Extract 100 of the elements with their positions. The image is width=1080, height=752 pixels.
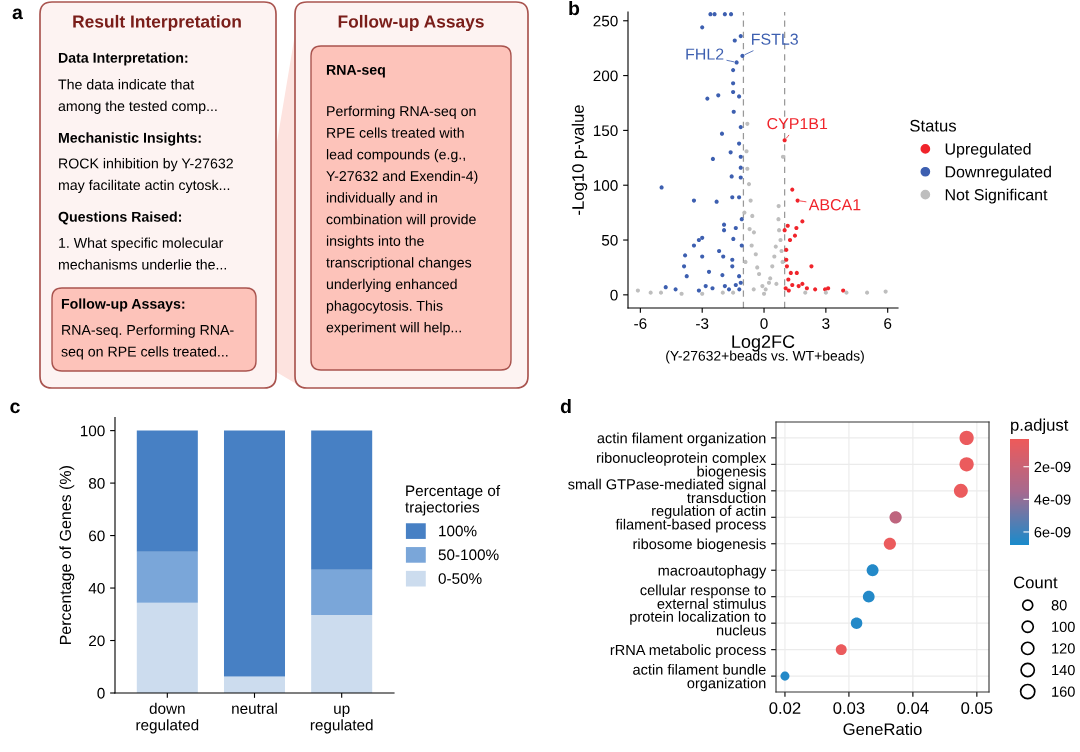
point [731,81,736,86]
text: Questions Raised: [58,211,182,225]
bar [311,615,373,693]
point [738,175,743,180]
point [728,150,733,155]
text: Follow-up Assays [338,14,484,32]
annotation: FHL2 [686,48,724,60]
annotation: FSTL3 [752,33,798,45]
text: a [12,8,23,20]
point [730,264,735,269]
point [703,283,708,289]
y-axis-title: -Log10 p-value [571,105,588,215]
legend-label: Upregulated [945,142,1031,158]
point [804,286,809,291]
y-tick-label: 20 [89,635,105,647]
text: RNA-seq [326,64,385,78]
point [710,286,715,291]
point [800,219,805,224]
annotation: CYP1B1 [767,117,828,130]
x-tick-label: 0.04 [897,702,929,714]
x-axis-title: Log2FC [732,335,795,352]
point [720,290,725,295]
point [786,288,791,293]
legend-title: Percentage of trajectories [405,484,501,516]
legend-label: 100 [1052,621,1075,633]
y-axis-title: Percentage of Genes (%) [59,466,75,645]
point [794,225,799,231]
point [732,38,737,43]
x-tick-label: down regulated [136,702,199,734]
y-tick-label: regulation of actin filament-based process [615,505,766,533]
point [708,12,713,17]
y-tick-label: 0 [97,687,105,699]
point [744,149,749,154]
point [785,223,790,228]
point [721,254,726,259]
text: d [560,398,571,414]
point [773,244,778,249]
point [663,285,668,290]
point [792,233,798,238]
x-tick-label: 0.02 [769,702,801,714]
point [717,248,722,254]
bar [311,430,373,570]
point [794,270,799,275]
x-tick-label: -3 [696,318,709,329]
y-tick-label: actin filament bundle organization [633,664,766,692]
text: Performing RNA-seq on RPE cells treated with lead compounds (e.g., Y-27632 and Exendin-4) individually and in combination will provide insights into the transcriptional changes underlying enhanced phagocytosis. This experiment will help... [326,105,478,336]
text: ROCK inhibition by Y-27632 may facilitate actin cytosk... [58,158,233,193]
point [745,166,750,171]
bar [311,569,373,616]
point [728,12,734,17]
point [716,93,721,98]
text: (Y-27632+beads vs. WT+beads) [666,350,864,364]
point [750,213,755,218]
y-tick-label: 80 [88,477,105,489]
point [730,195,735,200]
point [721,228,727,233]
point [737,287,742,292]
bar [223,430,286,677]
point [776,203,781,209]
legend-label: 50-100% [438,549,499,561]
point [779,248,784,254]
x-tick-label: up regulated [310,705,373,734]
color-bar-title: p.adjust [1011,418,1069,435]
legend-label: 140 [1052,664,1075,676]
point [722,12,727,17]
point [738,165,743,170]
point [784,264,789,269]
x-tick-label: neutral [232,702,277,714]
y-tick-label: 0 [610,289,618,301]
point [731,290,736,295]
point [731,89,736,95]
point [761,291,767,296]
point [706,269,712,274]
y-tick-label: 250 [593,15,618,27]
x-tick-label: 0.05 [961,702,993,714]
point [790,187,795,192]
text: RNA-seq. Performing RNA- seq on RPE cells treated... [61,324,234,360]
point [780,154,786,159]
bar [136,602,198,693]
point [755,265,760,270]
annotation: ABCA1 [808,199,861,211]
legend-label: 120 [1052,643,1075,654]
y-tick-label: 100 [80,425,105,437]
legend-title: Status [910,119,957,132]
color-bar-label: 2e-09 [1034,461,1071,473]
point [803,290,808,295]
x-tick-label: 0.03 [833,702,865,714]
point [743,259,748,265]
point [780,259,785,265]
point [746,182,752,187]
point [760,283,765,289]
y-tick-label: 150 [593,125,618,137]
y-tick-label: macroautophagy [658,564,767,579]
x-tick-label: -6 [634,318,647,329]
text: Follow-up Assays: [61,298,185,312]
point [739,243,744,248]
point [751,287,756,292]
point [813,287,818,292]
y-tick-label: protein localization to nucleus [630,611,766,636]
point [710,156,715,161]
